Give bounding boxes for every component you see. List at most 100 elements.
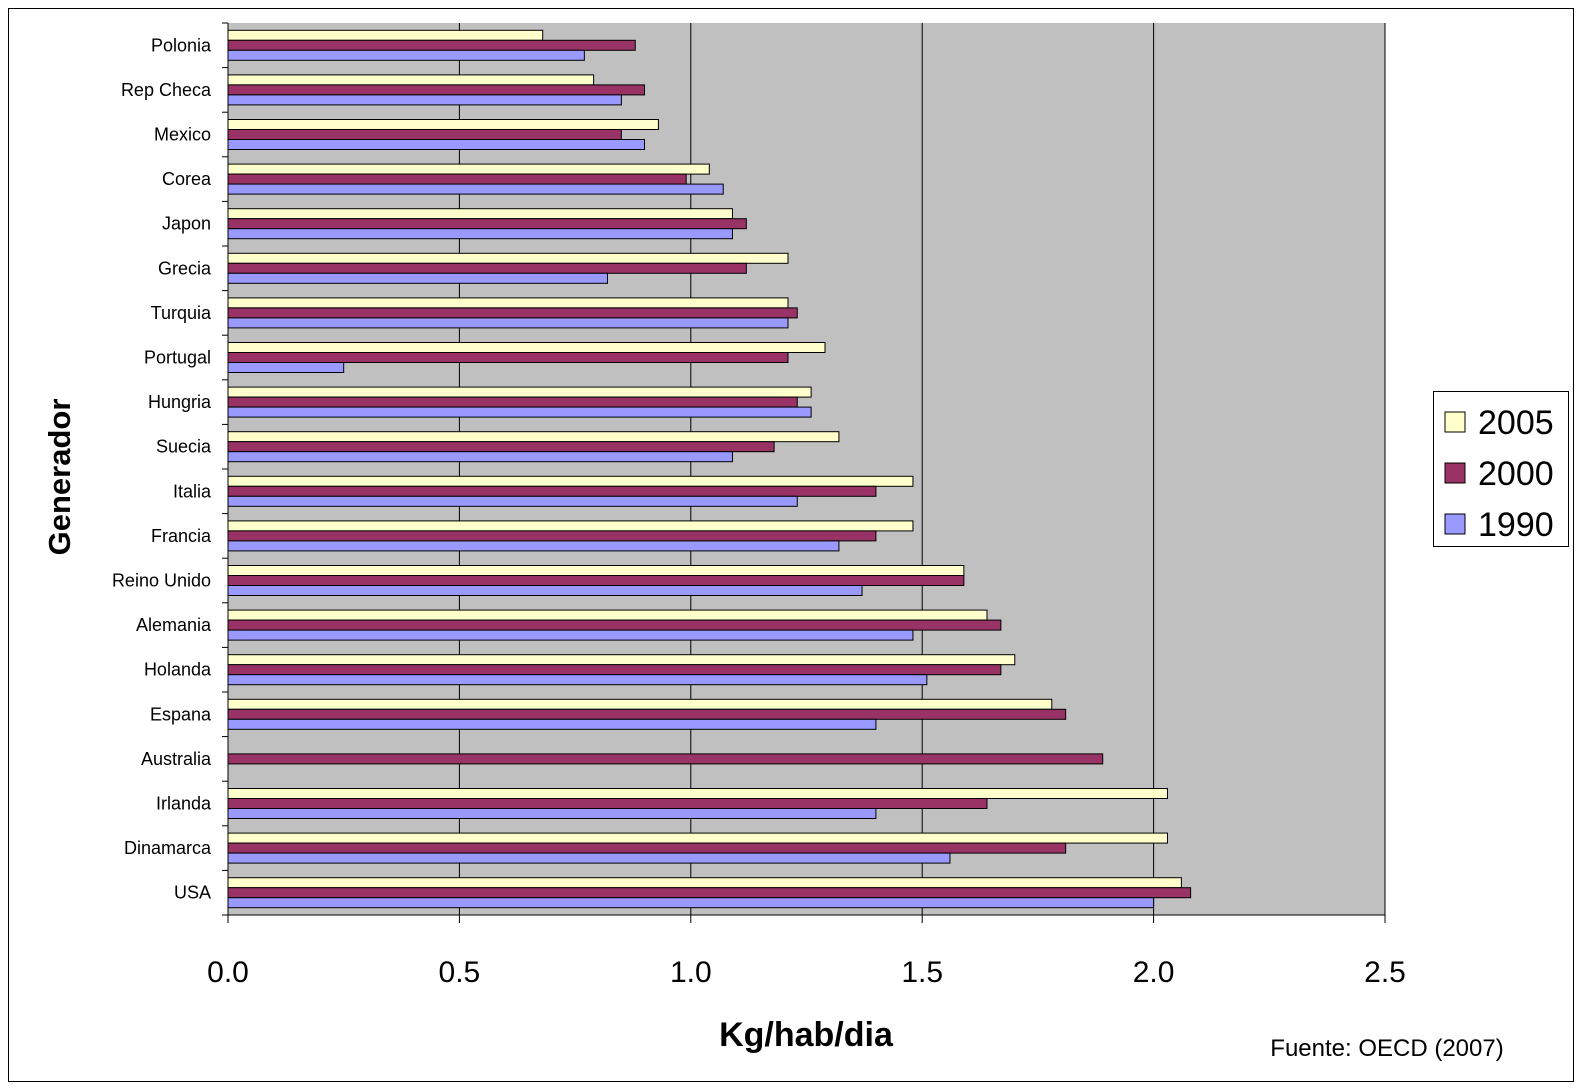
bar-1990-suecia [227,451,733,463]
bar-2000-mexico [227,129,622,140]
bar-2000-rep-checa [227,84,646,96]
bar-1990-corea [227,183,724,195]
bar-2005-grecia [227,252,789,264]
category-label: Mexico [154,125,211,145]
bar-1990-grecia [227,272,608,284]
bar-2000-japon [227,218,747,230]
bar-2005-irlanda [227,788,1168,799]
legend-label-1990: 1990 [1478,506,1554,544]
bar-2005-rep-checa [227,74,595,86]
bar-2000-australia [227,753,1104,765]
y-axis-title: Generador [42,399,77,556]
category-label: Corea [162,169,212,189]
bar-2000-corea [227,173,687,185]
category-label: Portugal [144,348,211,368]
legend-label-2005: 2005 [1478,404,1554,442]
bar-1990-francia [227,540,840,552]
bar-2005-reino-unido [227,565,965,576]
category-label: Italia [173,481,212,501]
bar-1990-alemania [227,629,914,641]
category-label: Australia [141,749,212,769]
x-tick-label: 0.5 [439,956,481,989]
bar-2005-hungria [227,386,812,398]
legend-swatch-2005 [1444,411,1466,433]
x-tick-label: 1.0 [670,956,712,989]
bar-2000-grecia [227,262,747,274]
x-tick-label: 2.5 [1364,956,1406,989]
category-label: Francia [151,526,212,546]
bar-2000-polonia [227,39,636,51]
bar-1990-holanda [227,674,928,686]
bar-2005-espana [227,698,1053,710]
bar-1990-hungria [227,406,812,418]
bar-2000-francia [227,530,877,542]
bar-2005-mexico [227,119,659,130]
category-label: Suecia [156,437,212,457]
legend: 2005 2000 1990 [1433,391,1569,547]
bar-2005-polonia [227,29,544,41]
category-label: Reino Unido [112,571,211,591]
bar-1990-rep-checa [227,94,622,106]
labels: 0.0 0.5 1.0 1.5 2.0 2.5 Polonia Rep Checa Mexico… [112,35,1406,989]
bar-2005-usa [227,877,1182,889]
category-label: Dinamarca [124,838,212,858]
x-tick-label: 2.0 [1133,956,1175,989]
bar-1990-reino-unido [227,585,863,596]
category-label: Japon [162,214,211,234]
bar-2005-holanda [227,654,1016,666]
bar-1990-turquia [227,317,789,329]
bar-2000-holanda [227,664,1002,676]
bar-2005-turquia [227,297,789,309]
bar-1990-polonia [227,49,585,61]
legend-label-2000: 2000 [1478,455,1554,493]
category-label: Turquia [151,303,212,323]
bar-2005-suecia [227,431,840,443]
bar-2000-hungria [227,396,798,408]
source-note: Fuente: OECD (2007) [1270,1035,1503,1062]
bar-2005-japon [227,208,733,220]
bar-2000-reino-unido [227,575,965,586]
category-label: Polonia [151,35,212,55]
bar-1990-irlanda [227,808,877,819]
bar-1990-usa [227,897,1155,909]
bar-1990-japon [227,228,733,240]
category-label: Hungria [148,392,212,412]
bar-2000-portugal [227,352,789,363]
bars [227,29,1192,909]
bar-2000-usa [227,887,1192,899]
category-label: Irlanda [156,794,212,814]
bar-2000-espana [227,708,1067,720]
x-axis-title: Kg/hab/dia [719,1016,894,1054]
category-label: Rep Checa [121,80,212,100]
bar-1990-portugal [227,362,345,373]
category-label: Alemania [136,615,212,635]
bar-2005-dinamarca [227,832,1168,844]
legend-swatch-2000 [1444,462,1466,484]
bar-2000-dinamarca [227,842,1067,854]
category-label: USA [174,883,211,903]
bar-2005-francia [227,520,914,532]
bar-1990-dinamarca [227,852,951,864]
bar-2000-alemania [227,619,1002,631]
bar-2000-suecia [227,441,775,453]
bar-1990-italia [227,495,798,507]
bar-2005-italia [227,475,914,487]
x-tick-label: 1.5 [901,956,943,989]
bar-2005-portugal [227,342,826,353]
bar-2000-italia [227,485,877,497]
category-label: Holanda [144,660,212,680]
bar-2000-irlanda [227,798,988,809]
bar-1990-espana [227,718,877,730]
bar-2005-alemania [227,609,988,621]
bar-1990-mexico [227,139,646,150]
bar-2000-turquia [227,307,798,319]
legend-swatch-1990 [1444,513,1466,535]
bar-2005-corea [227,163,710,175]
plot-area [228,23,1385,915]
axes [222,22,1386,923]
x-tick-label: 0.0 [207,956,249,989]
category-label: Grecia [158,258,212,278]
category-label: Espana [150,704,212,724]
